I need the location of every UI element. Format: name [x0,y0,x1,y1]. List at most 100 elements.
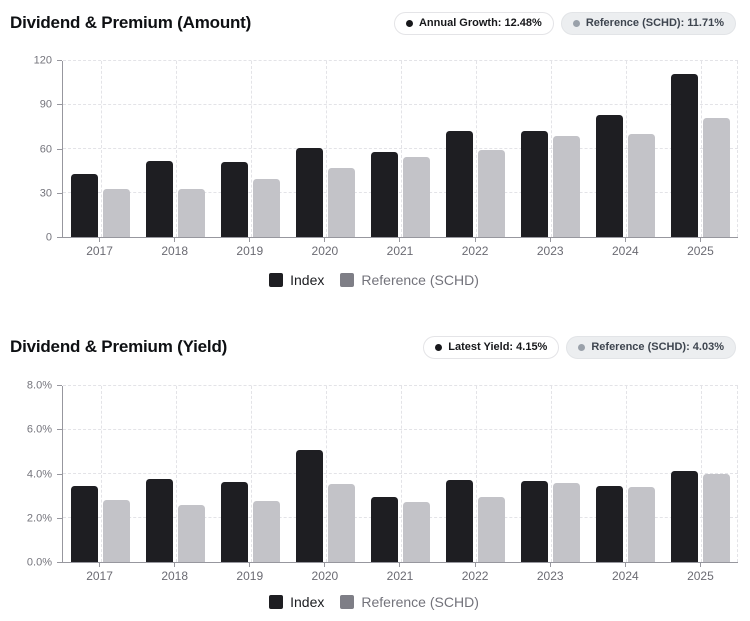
yield-chart-header: Dividend & Premium (Yield) Latest Yield:… [10,334,738,360]
vertical-gridline [550,386,552,563]
bar-index[interactable] [221,162,248,237]
vertical-gridline [250,386,252,563]
legend-item-reference-schd[interactable]: Reference (SCHD) [340,272,479,288]
x-axis-cell: 2018 [137,563,212,583]
x-tick-mark [474,238,476,242]
badge-label: Latest Yield: 4.15% [448,341,548,354]
y-tick-mark [57,192,62,194]
bar-index[interactable] [596,115,623,237]
legend: Index Reference (SCHD) [10,593,738,611]
bar-index[interactable] [596,486,623,563]
bar-reference-schd[interactable] [553,483,580,563]
bar-index[interactable] [371,497,398,563]
bar-index[interactable] [446,131,473,237]
bar-reference-schd[interactable] [328,168,355,237]
reference-badge: Reference (SCHD): 4.03% [566,335,736,359]
vertical-gridline [400,61,402,237]
x-tick-mark [624,238,626,242]
bar-reference-schd[interactable] [553,135,580,237]
horizontal-gridline [63,385,738,387]
bar-pair [71,386,130,563]
y-tick-mark [57,429,62,431]
bar-reference-schd[interactable] [178,188,205,237]
bar-index[interactable] [296,147,323,237]
x-tick-label: 2024 [611,244,639,258]
bar-pair [371,386,430,563]
bar-index[interactable] [446,479,473,563]
vertical-gridline [625,61,627,237]
legend-item-index[interactable]: Index [269,594,324,610]
x-tick-mark [99,563,101,568]
bar-reference-schd[interactable] [403,501,430,563]
chart-title: Dividend & Premium (Amount) [10,13,252,32]
legend-item-reference-schd[interactable]: Reference (SCHD) [340,594,479,610]
bar-pair [296,61,355,237]
bar-group [363,61,438,237]
bar-reference-schd[interactable] [328,484,355,563]
y-tick-mark [57,237,62,238]
bar-index[interactable] [221,481,248,563]
x-axis-cell: 2022 [438,563,513,583]
y-tick-label: 0 [45,231,52,244]
bar-reference-schd[interactable] [253,500,280,563]
x-tick-label: 2018 [161,244,189,258]
vertical-gridline [475,61,477,237]
x-axis-cell: 2021 [362,238,437,258]
bar-pair [671,386,730,563]
x-tick-label: 2017 [86,244,113,258]
bar-index[interactable] [671,74,698,237]
bar-index[interactable] [71,486,98,563]
bar-pair [221,386,280,563]
x-axis-cell: 2020 [287,563,362,583]
x-axis: 2017 2018 2019 2020 2021 2022 2023 2024 2025 [62,238,738,258]
y-tick-label: 4.0% [26,468,52,481]
bar-reference-schd[interactable] [178,505,205,563]
x-axis-cell: 2024 [588,238,663,258]
x-axis-cell: 2017 [62,238,137,258]
bar-reference-schd[interactable] [403,157,430,237]
reference-badge: Reference (SCHD): 11.71% [560,11,736,35]
legend-swatch [269,273,284,288]
bar-group [288,61,363,237]
bar-index[interactable] [371,151,398,237]
legend-item-index[interactable]: Index [269,272,324,288]
y-tick-label: 60 [39,143,52,155]
bar-reference-schd[interactable] [478,150,505,237]
bar-reference-schd[interactable] [628,487,655,563]
x-tick-label: 2023 [536,244,564,258]
plot-row: 0 30 60 90 120 [10,55,738,243]
bar-reference-schd[interactable] [703,118,730,237]
vertical-gridline [625,386,627,563]
bar-group [438,61,513,237]
y-axis: 0.0% 2.0% 4.0% 6.0% 8.0% [10,380,62,568]
stat-badges: Latest Yield: 4.15% Reference (SCHD): 4.… [423,335,736,359]
bar-index[interactable] [71,173,98,237]
badge-label: Reference (SCHD): 4.03% [591,341,724,354]
bar-pair [671,61,730,237]
bar-reference-schd[interactable] [703,473,730,563]
bar-index[interactable] [146,161,173,237]
bar-reference-schd[interactable] [628,133,655,237]
bar-reference-schd[interactable] [103,499,130,563]
x-axis-cell: 2025 [663,238,738,258]
x-tick-label: 2025 [687,244,714,258]
bar-group [213,61,288,237]
x-tick-label: 2025 [687,569,714,584]
bar-reference-schd[interactable] [478,497,505,563]
bar-group [513,61,588,237]
bar-group [363,386,438,563]
bar-reference-schd[interactable] [103,188,130,237]
bullet-icon [435,343,443,351]
bar-group [63,386,138,563]
bar-reference-schd[interactable] [253,179,280,237]
bar-index[interactable] [296,450,323,563]
bar-index[interactable] [671,470,698,563]
y-tick-mark [57,517,62,519]
chart-title: Dividend & Premium (Yield) [10,337,228,357]
bar-index[interactable] [146,478,173,563]
vertical-gridline [475,386,477,563]
bar-index[interactable] [521,480,548,563]
bar-index[interactable] [521,130,548,237]
x-tick-label: 2021 [386,244,414,258]
y-tick-mark [57,385,62,387]
